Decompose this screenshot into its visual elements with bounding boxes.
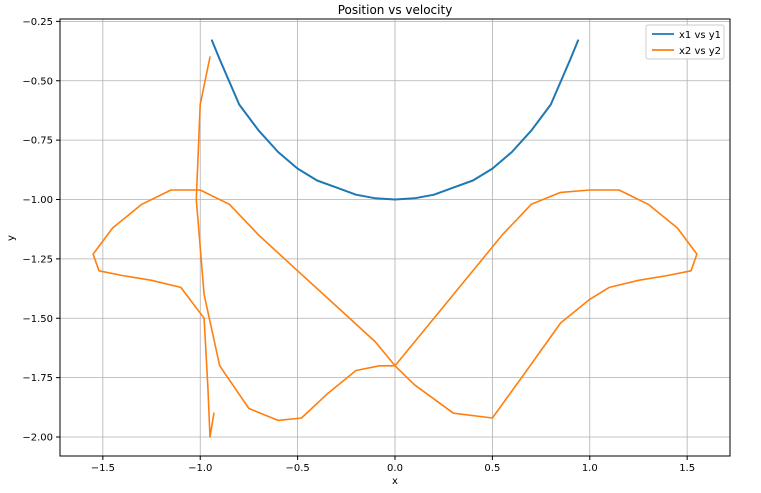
legend-label-x1-vs-y1: x1 vs y1 bbox=[679, 30, 721, 41]
legend-label-x2-vs-y2: x2 vs y2 bbox=[679, 46, 721, 57]
y-tick-label: −0.50 bbox=[22, 76, 53, 87]
x-tick-label: 0.0 bbox=[387, 463, 403, 474]
x-tick-label: −1.5 bbox=[91, 463, 115, 474]
x-tick-label: 0.5 bbox=[484, 463, 500, 474]
y-axis-label: y bbox=[6, 235, 17, 241]
y-tick-label: −1.75 bbox=[22, 373, 53, 384]
legend: x1 vs y1 x2 vs y2 bbox=[645, 24, 725, 60]
y-tick-label: −0.25 bbox=[22, 17, 53, 28]
series-line-x1-vs-y1 bbox=[210, 39, 580, 201]
y-axis-ticks: −0.25 −0.50 −0.75 −1.00 −1.25 −1.50 −1.75 −2.00 bbox=[22, 17, 60, 444]
x-axis-ticks: −1.5 −1.0 −0.5 0.0 0.5 1.0 1.5 bbox=[91, 456, 695, 474]
x-tick-label: 1.5 bbox=[679, 463, 695, 474]
grid bbox=[60, 19, 730, 456]
y-tick-label: −1.50 bbox=[22, 314, 53, 325]
x-tick-label: −1.0 bbox=[188, 463, 212, 474]
y-tick-label: −1.25 bbox=[22, 254, 53, 265]
y-tick-label: −1.00 bbox=[22, 195, 53, 206]
y-tick-label: −0.75 bbox=[22, 136, 53, 147]
chart-title: Position vs velocity bbox=[338, 3, 453, 17]
series-line-x2-vs-y2 bbox=[92, 56, 698, 438]
x-tick-label: 1.0 bbox=[582, 463, 598, 474]
series-layer bbox=[92, 39, 698, 438]
y-tick-label: −2.00 bbox=[22, 433, 53, 444]
x-axis-label: x bbox=[392, 476, 398, 487]
x-tick-label: −0.5 bbox=[285, 463, 309, 474]
